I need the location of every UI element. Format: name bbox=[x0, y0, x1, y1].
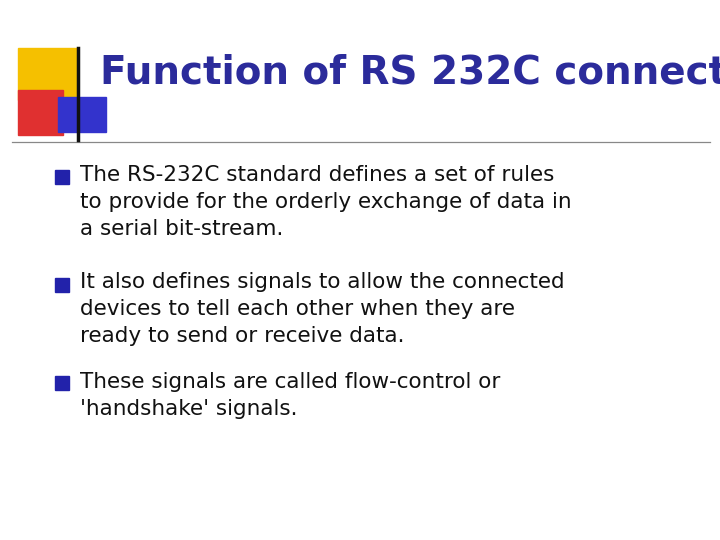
Text: It also defines signals to allow the connected
devices to tell each other when t: It also defines signals to allow the con… bbox=[80, 272, 564, 346]
Bar bbox=[58, 97, 106, 132]
Bar bbox=[18, 48, 78, 100]
Bar bbox=[55, 376, 69, 390]
Bar bbox=[18, 90, 63, 135]
Text: Function of RS 232C connector: Function of RS 232C connector bbox=[100, 53, 720, 91]
Bar bbox=[55, 170, 69, 184]
Text: The RS-232C standard defines a set of rules
to provide for the orderly exchange : The RS-232C standard defines a set of ru… bbox=[80, 165, 572, 239]
Bar bbox=[55, 278, 69, 292]
Text: These signals are called flow-control or
'handshake' signals.: These signals are called flow-control or… bbox=[80, 372, 500, 419]
